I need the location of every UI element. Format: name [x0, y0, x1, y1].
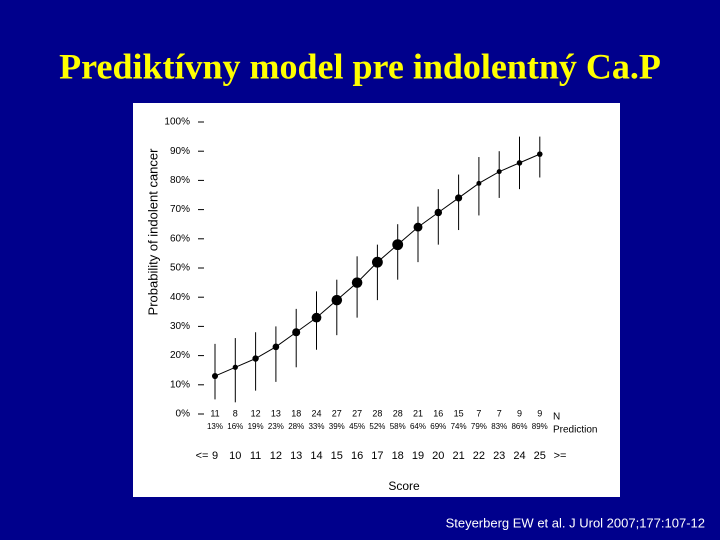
n-label: 24 — [311, 408, 321, 418]
n-label: 18 — [291, 408, 301, 418]
n-label: 8 — [233, 408, 238, 418]
prediction-label: 83% — [491, 422, 507, 431]
x-tick-label: 25 — [534, 450, 546, 462]
x-tick-label: 16 — [351, 450, 363, 462]
point — [232, 364, 238, 370]
point — [371, 256, 383, 268]
x-tick-label: 13 — [290, 450, 302, 462]
y-tick-label: 100% — [164, 117, 190, 128]
prediction-label: 69% — [430, 422, 446, 431]
point — [272, 343, 280, 351]
x-suffix: >= — [554, 450, 567, 462]
prediction-label: 23% — [268, 422, 284, 431]
prediction-label: 64% — [410, 422, 426, 431]
prediction-label: 33% — [308, 422, 324, 431]
x-tick-label: 9 — [212, 450, 218, 462]
point — [392, 239, 404, 251]
n-label: 9 — [537, 408, 542, 418]
prediction-label: 45% — [349, 422, 365, 431]
y-tick-label: 20% — [170, 350, 190, 361]
x-tick-label: 17 — [371, 450, 383, 462]
n-label: 11 — [210, 408, 219, 418]
n-row-label: N — [553, 412, 560, 423]
point — [413, 222, 423, 232]
point — [496, 169, 502, 175]
n-label: 27 — [352, 408, 362, 418]
point — [252, 355, 259, 362]
y-tick-label: 40% — [170, 292, 190, 303]
y-tick-label: 60% — [170, 233, 190, 244]
n-label: 7 — [476, 408, 481, 418]
prediction-row-label: Prediction — [553, 425, 597, 436]
x-tick-label: 18 — [392, 450, 404, 462]
prediction-label: 28% — [288, 422, 304, 431]
y-tick-label: 50% — [170, 263, 190, 274]
x-tick-label: 10 — [229, 450, 241, 462]
point — [434, 208, 443, 217]
y-tick-label: 80% — [170, 175, 190, 186]
point — [292, 328, 301, 337]
point — [351, 277, 363, 288]
x-tick-label: 12 — [270, 450, 282, 462]
n-label: 28 — [393, 408, 403, 418]
prediction-label: 79% — [471, 422, 487, 431]
y-tick-label: 90% — [170, 146, 190, 157]
n-label: 27 — [332, 408, 342, 418]
source-citation: Steyerberg EW et al. J Urol 2007;177:107… — [446, 515, 705, 530]
x-tick-label: 23 — [493, 450, 505, 462]
x-tick-label: 21 — [452, 450, 464, 462]
prediction-label: 74% — [451, 422, 467, 431]
y-tick-label: 0% — [176, 409, 191, 420]
n-label: 15 — [454, 408, 464, 418]
x-tick-label: 22 — [473, 450, 485, 462]
slide-title: Prediktívny model pre indolentný Ca.P — [59, 46, 661, 86]
point — [331, 294, 343, 306]
prediction-label: 89% — [532, 422, 548, 431]
x-tick-label: 19 — [412, 450, 424, 462]
prediction-label: 19% — [248, 422, 264, 431]
point — [455, 194, 463, 202]
point — [211, 373, 219, 380]
prediction-label: 58% — [390, 422, 406, 431]
prediction-label: 39% — [329, 422, 345, 431]
n-label: 7 — [497, 408, 502, 418]
y-tick-label: 30% — [170, 321, 190, 332]
point — [537, 151, 543, 157]
n-label: 9 — [517, 408, 522, 418]
n-label: 16 — [433, 408, 443, 418]
prediction-label: 13% — [207, 422, 223, 431]
prediction-label: 52% — [369, 422, 385, 431]
x-axis-label: Score — [388, 479, 420, 493]
n-label: 13 — [271, 408, 281, 418]
y-axis-label: Probability of indolent cancer — [145, 148, 160, 316]
prediction-label: 16% — [227, 422, 243, 431]
x-tick-label: 11 — [250, 450, 261, 462]
n-label: 28 — [372, 408, 382, 418]
x-tick-label: 14 — [310, 450, 322, 462]
x-tick-label: 15 — [331, 450, 343, 462]
n-label: 12 — [251, 408, 261, 418]
n-label: 21 — [413, 408, 423, 418]
x-tick-label: 20 — [432, 450, 444, 462]
x-tick-label: 24 — [513, 450, 525, 462]
point — [516, 160, 523, 166]
y-tick-label: 10% — [170, 379, 190, 390]
prediction-label: 86% — [511, 422, 527, 431]
y-tick-label: 70% — [170, 204, 190, 215]
x-prefix: <= — [196, 450, 209, 462]
point — [476, 180, 482, 186]
point — [311, 312, 322, 323]
chart-panel — [133, 103, 620, 497]
